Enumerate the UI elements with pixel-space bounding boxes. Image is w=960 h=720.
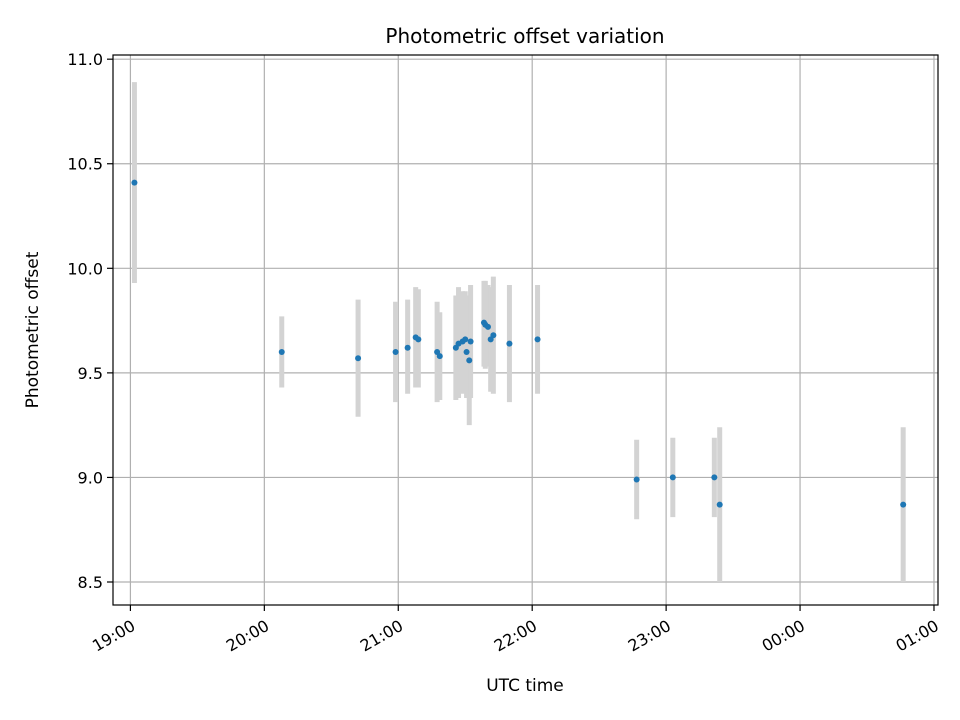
y-tick-label: 9.0 [78, 468, 103, 487]
data-point [131, 179, 138, 186]
y-tick-label: 9.5 [78, 364, 103, 383]
y-tick-label: 8.5 [78, 573, 103, 592]
data-point [462, 336, 469, 343]
data-point [711, 474, 718, 481]
data-point [633, 476, 640, 483]
data-point [463, 348, 470, 355]
data-point [716, 501, 723, 508]
data-point [466, 357, 473, 364]
grid [113, 55, 938, 605]
chart-title: Photometric offset variation [385, 24, 664, 48]
data-point [506, 340, 513, 347]
data-point [669, 474, 676, 481]
y-axis-ticks: 8.5 9.0 9.5 10.0 10.5 11.0 [67, 50, 113, 592]
data-point [278, 348, 285, 355]
data-point [436, 353, 443, 360]
data-point [534, 336, 541, 343]
data-point [485, 323, 491, 330]
y-axis-title: Photometric offset [23, 251, 43, 408]
data-point [415, 336, 422, 343]
data-points [131, 179, 907, 508]
data-point [467, 338, 474, 345]
y-tick-label: 11.0 [67, 50, 103, 69]
data-point [404, 344, 411, 351]
y-tick-label: 10.5 [67, 155, 103, 174]
y-tick-label: 10.0 [67, 259, 103, 278]
data-point [900, 501, 907, 508]
plot-frame [112, 54, 939, 606]
x-axis-title: UTC time [486, 676, 564, 696]
data-point [490, 332, 497, 339]
data-point [355, 355, 362, 362]
data-point [392, 348, 399, 355]
